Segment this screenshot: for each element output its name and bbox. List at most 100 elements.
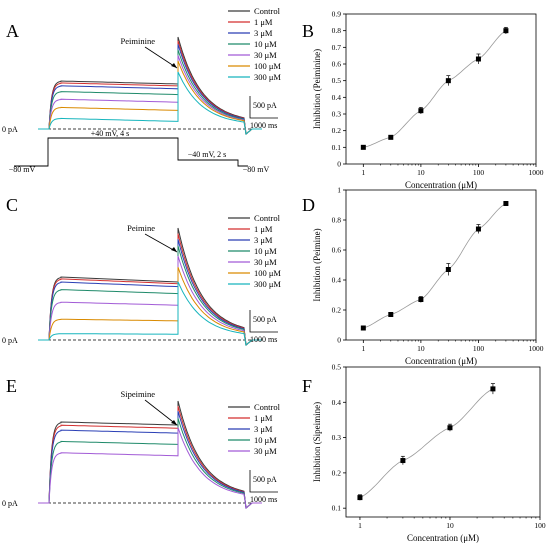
current-trace-control bbox=[38, 227, 262, 346]
current-trace-100-m bbox=[38, 267, 262, 346]
x-tick-label: 100 bbox=[473, 344, 485, 353]
panel-letter-a: A bbox=[6, 21, 19, 41]
legend-label: 3 μM bbox=[254, 424, 273, 434]
y-tick-label: 0 bbox=[337, 336, 341, 345]
data-point bbox=[388, 134, 394, 140]
drug-arrow-head bbox=[171, 420, 177, 425]
panel-letter-c: C bbox=[6, 195, 18, 215]
protocol-waveform bbox=[14, 137, 248, 167]
current-trace-1-m bbox=[38, 405, 262, 509]
data-point bbox=[503, 201, 509, 206]
dose-response-charts: 1 10 100 100000.10.20.30.40.50.60.70.80.9Co… bbox=[312, 10, 546, 544]
zero-current-label: 0 pA bbox=[2, 499, 18, 508]
x-tick-label: 1 bbox=[358, 521, 362, 530]
protocol-tail-label: −40 mV, 2 s bbox=[188, 150, 227, 159]
scale-bar-time: 1000 ms bbox=[250, 121, 277, 130]
legend-label: 1 μM bbox=[254, 224, 273, 234]
y-tick-label: 0.2 bbox=[332, 306, 342, 315]
chart-panel-b: 1 10 100 1000 0 0.1 0.2 0.3 0.4 0.5 0.6 0.7 0.8 0.9 Co… bbox=[312, 10, 544, 191]
data-point bbox=[475, 226, 481, 232]
x-tick-label: 100 bbox=[534, 521, 546, 530]
legend-label: 10 μM bbox=[254, 435, 277, 445]
data-point bbox=[360, 144, 366, 150]
x-tick-label: 10 bbox=[417, 168, 425, 177]
y-tick-label: 0.3 bbox=[332, 433, 342, 442]
y-tick-label: 0.2 bbox=[332, 126, 342, 135]
scale-bar bbox=[249, 310, 278, 333]
legend-label: Control bbox=[254, 213, 281, 223]
current-trace-30-m bbox=[38, 255, 262, 346]
scale-bar-current: 500 pA bbox=[253, 101, 277, 110]
data-point bbox=[503, 28, 509, 34]
current-trace-30-m bbox=[38, 55, 262, 135]
current-trace-10-m bbox=[38, 418, 262, 509]
legend-label: 300 μM bbox=[254, 72, 281, 82]
y-tick-label: 0.9 bbox=[332, 10, 342, 19]
y-axis-label: Inhibition (Peimine) bbox=[312, 228, 322, 301]
y-tick-label: 0.4 bbox=[332, 93, 342, 102]
y-tick-label: 0.2 bbox=[332, 468, 342, 477]
y-tick-label: 0.6 bbox=[332, 246, 342, 255]
scale-bar bbox=[249, 470, 278, 493]
zero-current-label: 0 pA bbox=[2, 336, 18, 345]
plot-frame bbox=[345, 13, 537, 165]
chart-panel-d: 1 10 100 1000 0 0.2 0.4 0.6 0.8 1 Concentration (μ… bbox=[312, 186, 544, 367]
fit-curve bbox=[363, 30, 507, 148]
drug-label: Peimine bbox=[127, 223, 155, 233]
legend-label: Control bbox=[254, 6, 281, 16]
protocol-step-label: +40 mV, 4 s bbox=[91, 129, 130, 138]
legend-label: 10 μM bbox=[254, 39, 277, 49]
legend-label: 10 μM bbox=[254, 246, 277, 256]
data-point bbox=[418, 108, 424, 114]
scale-bar-current: 500 pA bbox=[253, 475, 277, 484]
panel-letter-e: E bbox=[6, 376, 17, 396]
data-point bbox=[475, 56, 481, 62]
drug-arrow-shaft bbox=[144, 399, 178, 426]
current-trace-10-m bbox=[38, 49, 262, 135]
drug-arrow-shaft bbox=[144, 46, 178, 69]
x-tick-label: 10 bbox=[417, 344, 425, 353]
x-tick-label: 1 bbox=[361, 168, 365, 177]
panel-letter-b: B bbox=[302, 21, 314, 41]
data-point bbox=[388, 312, 394, 317]
x-axis-label: Concentration (μM) bbox=[405, 180, 477, 190]
current-trace-10-m bbox=[38, 245, 262, 346]
current-trace-1-m bbox=[38, 40, 262, 135]
x-tick-label: 10 bbox=[446, 521, 454, 530]
current-trace-300-m bbox=[38, 71, 262, 135]
drug-label: Sipeimine bbox=[121, 389, 156, 399]
fit-curve bbox=[363, 203, 507, 329]
y-tick-label: 0.7 bbox=[332, 43, 342, 52]
current-trace-3-m bbox=[38, 411, 262, 509]
legend-label: 3 μM bbox=[254, 235, 273, 245]
y-tick-label: 0.3 bbox=[332, 110, 342, 119]
scale-bar-current: 500 pA bbox=[253, 315, 277, 324]
data-point bbox=[357, 495, 363, 501]
voltage-protocol: −80 mV +40 mV, 4 s −40 mV, 2 s −80 mV bbox=[9, 129, 270, 174]
y-tick-label: 0 bbox=[337, 160, 341, 169]
x-tick-label: 1 bbox=[361, 344, 365, 353]
y-axis-label: Inhibition (Sipeimine) bbox=[312, 402, 322, 482]
current-trace-30-m bbox=[38, 427, 262, 509]
legend-label: 30 μM bbox=[254, 446, 277, 456]
scale-bar-time: 1000 ms bbox=[250, 335, 277, 344]
y-tick-label: 0.8 bbox=[332, 216, 342, 225]
legend-label: 100 μM bbox=[254, 268, 281, 278]
fit-curve bbox=[359, 388, 494, 498]
protocol-holding-right: −80 mV bbox=[243, 165, 270, 174]
data-point bbox=[360, 325, 366, 331]
panel-letter-f: F bbox=[302, 376, 312, 396]
panel-letter-d: D bbox=[302, 195, 315, 215]
data-point bbox=[490, 386, 496, 392]
y-tick-label: 1 bbox=[337, 186, 341, 195]
scale-bar bbox=[249, 96, 278, 119]
current-trace-300-m bbox=[38, 281, 262, 346]
current-trace-1-m bbox=[38, 233, 262, 346]
data-point bbox=[400, 458, 406, 464]
legend-label: 30 μM bbox=[254, 50, 277, 60]
x-axis-label: Concentration (μM) bbox=[407, 533, 479, 543]
